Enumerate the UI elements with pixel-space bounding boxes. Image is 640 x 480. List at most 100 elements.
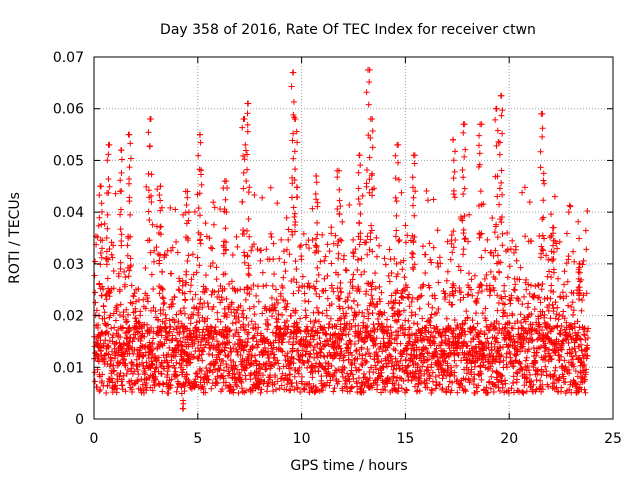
data-point <box>518 365 525 372</box>
data-point <box>539 133 546 140</box>
data-point <box>386 246 393 253</box>
data-point <box>328 230 335 237</box>
data-point <box>102 337 109 344</box>
data-point <box>295 284 302 291</box>
data-point <box>309 205 316 212</box>
data-point <box>331 385 338 392</box>
data-point <box>442 293 449 300</box>
data-point <box>215 342 222 349</box>
data-point <box>507 245 514 252</box>
data-point <box>388 305 395 312</box>
data-point <box>367 134 374 141</box>
data-point <box>471 272 478 279</box>
data-point <box>539 110 546 117</box>
data-point <box>576 324 583 331</box>
data-point <box>169 244 176 251</box>
data-point <box>100 286 107 293</box>
data-point <box>539 280 546 287</box>
data-point <box>305 280 312 287</box>
data-point <box>565 253 572 260</box>
data-point <box>408 298 415 305</box>
data-point <box>475 202 482 209</box>
data-point <box>291 177 298 184</box>
data-point <box>152 376 159 383</box>
data-point <box>221 238 228 245</box>
data-point <box>306 389 313 396</box>
data-point <box>556 311 563 318</box>
data-point <box>116 360 123 367</box>
data-point <box>127 140 134 147</box>
data-point <box>365 315 372 322</box>
data-point <box>110 332 117 339</box>
data-point <box>381 255 388 262</box>
data-point <box>552 299 559 306</box>
data-point <box>556 375 563 382</box>
data-point <box>184 237 191 244</box>
data-point <box>525 281 532 288</box>
data-point <box>458 289 465 296</box>
data-point <box>569 299 576 306</box>
data-point <box>525 367 532 374</box>
data-point <box>469 325 476 332</box>
data-point <box>509 325 516 332</box>
data-point <box>149 221 156 228</box>
data-point <box>360 370 367 377</box>
data-point <box>523 354 530 361</box>
data-point <box>255 341 262 348</box>
data-point <box>180 366 187 373</box>
data-point <box>94 234 101 241</box>
data-point <box>349 383 356 390</box>
data-point <box>572 368 579 375</box>
data-point <box>575 329 582 336</box>
data-point <box>279 370 286 377</box>
data-point <box>571 323 578 330</box>
data-point <box>545 256 552 263</box>
data-point <box>301 359 308 366</box>
data-point <box>411 383 418 390</box>
data-point <box>190 271 197 278</box>
data-point <box>147 249 154 256</box>
data-point <box>147 307 154 314</box>
data-point <box>581 386 588 393</box>
data-point <box>494 292 501 299</box>
data-point <box>355 185 362 192</box>
data-point <box>426 318 433 325</box>
data-point <box>145 187 152 194</box>
data-point <box>262 366 269 373</box>
data-point <box>387 340 394 347</box>
data-point <box>388 363 395 370</box>
data-point <box>342 313 349 320</box>
data-point <box>123 319 130 326</box>
data-point <box>458 333 465 340</box>
data-point <box>423 324 430 331</box>
data-point <box>502 380 509 387</box>
data-point <box>105 344 112 351</box>
data-point <box>168 247 175 254</box>
data-point <box>439 338 446 345</box>
data-point <box>558 346 565 353</box>
data-point <box>563 260 570 267</box>
data-point <box>312 191 319 198</box>
data-point <box>170 326 177 333</box>
data-point <box>460 226 467 233</box>
data-point <box>339 369 346 376</box>
data-point <box>242 326 249 333</box>
data-point <box>481 330 488 337</box>
data-point <box>246 233 253 240</box>
data-point <box>405 362 412 369</box>
data-point <box>556 238 563 245</box>
data-point <box>551 371 558 378</box>
data-point <box>246 272 253 279</box>
data-point <box>432 373 439 380</box>
data-point <box>364 306 371 313</box>
data-point <box>350 250 357 257</box>
data-point <box>509 237 516 244</box>
data-point <box>157 338 164 345</box>
data-point <box>168 303 175 310</box>
data-point <box>291 214 298 221</box>
data-point <box>305 326 312 333</box>
data-point <box>416 305 423 312</box>
data-point <box>514 318 521 325</box>
data-point <box>262 303 269 310</box>
data-point <box>565 209 572 216</box>
